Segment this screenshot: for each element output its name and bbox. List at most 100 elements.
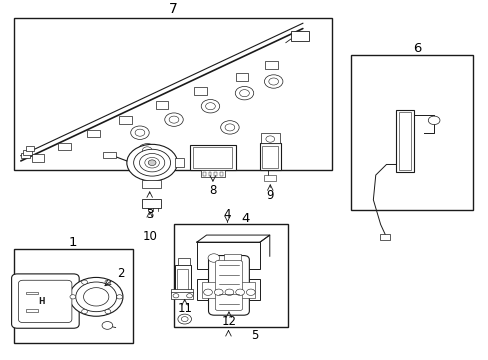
Bar xyxy=(142,180,161,188)
Bar xyxy=(202,172,205,176)
Text: 4: 4 xyxy=(241,212,249,225)
FancyBboxPatch shape xyxy=(12,274,79,328)
Bar xyxy=(103,152,116,158)
Text: 8: 8 xyxy=(209,184,216,197)
Text: 10: 10 xyxy=(142,230,157,243)
Bar xyxy=(208,172,211,176)
Bar xyxy=(262,146,278,168)
Bar xyxy=(220,172,223,176)
Bar xyxy=(171,289,193,293)
Bar xyxy=(119,116,131,124)
Circle shape xyxy=(235,289,244,296)
FancyBboxPatch shape xyxy=(19,280,72,323)
Circle shape xyxy=(169,116,179,123)
Circle shape xyxy=(201,99,219,113)
Text: 5: 5 xyxy=(251,329,258,342)
Bar xyxy=(26,292,38,294)
Bar xyxy=(31,154,44,162)
Circle shape xyxy=(126,144,177,181)
Bar xyxy=(290,31,308,41)
Circle shape xyxy=(105,280,111,284)
Circle shape xyxy=(130,126,149,139)
Circle shape xyxy=(81,309,87,314)
Text: 11: 11 xyxy=(177,302,192,315)
Text: 1: 1 xyxy=(69,236,77,249)
Bar xyxy=(264,62,277,69)
Bar xyxy=(178,258,190,265)
Circle shape xyxy=(214,289,223,296)
Bar xyxy=(194,87,206,95)
Bar xyxy=(175,265,190,292)
Circle shape xyxy=(116,295,122,299)
Circle shape xyxy=(133,149,170,176)
Text: 9: 9 xyxy=(266,189,273,202)
Circle shape xyxy=(76,282,116,312)
Circle shape xyxy=(138,144,156,157)
Circle shape xyxy=(264,75,283,88)
Circle shape xyxy=(102,321,113,329)
Circle shape xyxy=(135,129,144,136)
Circle shape xyxy=(203,289,212,296)
Circle shape xyxy=(69,278,122,316)
Circle shape xyxy=(239,90,249,97)
Circle shape xyxy=(224,124,234,131)
Bar xyxy=(14,249,132,343)
Bar xyxy=(260,134,280,143)
Bar xyxy=(142,199,161,208)
Bar xyxy=(174,225,287,327)
Bar xyxy=(201,282,255,298)
Bar xyxy=(14,18,331,170)
Bar xyxy=(197,279,260,300)
Bar xyxy=(175,158,184,167)
Bar xyxy=(214,172,217,176)
Bar xyxy=(21,153,30,158)
Circle shape xyxy=(186,294,192,298)
Bar xyxy=(264,175,276,181)
Text: 6: 6 xyxy=(412,42,421,55)
Bar xyxy=(177,269,188,290)
Bar xyxy=(87,130,100,137)
Bar xyxy=(201,170,224,177)
Bar xyxy=(26,146,34,151)
Circle shape xyxy=(265,136,274,142)
Text: 12: 12 xyxy=(221,315,236,328)
FancyBboxPatch shape xyxy=(208,256,249,315)
Circle shape xyxy=(142,147,152,154)
Circle shape xyxy=(220,121,239,134)
Bar xyxy=(235,73,248,81)
Circle shape xyxy=(268,78,278,85)
Circle shape xyxy=(207,254,219,262)
Bar xyxy=(223,255,240,261)
Bar xyxy=(395,110,413,171)
FancyBboxPatch shape xyxy=(215,261,242,311)
Text: H: H xyxy=(38,297,44,306)
Circle shape xyxy=(205,103,215,110)
Circle shape xyxy=(81,280,87,284)
Bar xyxy=(171,292,193,298)
Circle shape xyxy=(246,289,255,296)
Text: 4: 4 xyxy=(224,208,231,221)
Bar xyxy=(189,145,236,170)
Circle shape xyxy=(83,288,109,306)
Bar xyxy=(23,150,32,154)
Bar xyxy=(259,143,281,170)
Bar xyxy=(197,242,260,269)
Circle shape xyxy=(144,157,159,168)
Bar xyxy=(351,55,472,210)
Bar xyxy=(193,147,232,168)
Circle shape xyxy=(178,314,191,324)
Bar xyxy=(58,143,71,150)
Text: 3: 3 xyxy=(146,208,153,221)
Bar xyxy=(155,101,168,109)
Circle shape xyxy=(224,289,233,296)
Circle shape xyxy=(235,86,253,100)
Bar xyxy=(379,234,389,240)
Circle shape xyxy=(70,295,76,299)
Text: 7: 7 xyxy=(168,2,177,16)
Circle shape xyxy=(105,309,111,314)
Circle shape xyxy=(181,316,188,321)
Bar xyxy=(26,309,38,312)
Circle shape xyxy=(139,153,164,172)
Circle shape xyxy=(427,116,439,125)
Bar xyxy=(398,112,410,170)
